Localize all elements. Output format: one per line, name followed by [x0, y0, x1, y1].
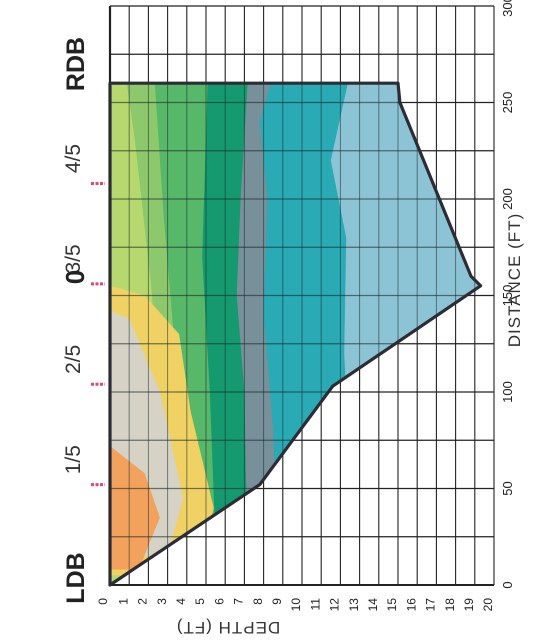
- distance-tick-0: 0: [500, 581, 515, 588]
- depth-tick-20: 20: [481, 598, 495, 612]
- depth-tick-16: 16: [404, 598, 418, 612]
- right-bank-label: RDB: [62, 37, 90, 91]
- depth-tick-13: 13: [347, 598, 361, 612]
- chart-title: 0: [60, 270, 90, 284]
- distance-tick-150: 150: [500, 285, 515, 307]
- depth-tick-6: 6: [212, 598, 226, 605]
- distance-tick-300: 300: [500, 0, 515, 17]
- depth-tick-8: 8: [251, 598, 265, 605]
- distance-tick-200: 200: [500, 188, 515, 210]
- distance-tick-50: 50: [500, 481, 515, 495]
- left-bank-label: LDB: [62, 552, 90, 603]
- bed-profile-outline: [108, 81, 483, 587]
- depth-tick-4: 4: [174, 598, 188, 605]
- station-label-2: 2/5: [62, 345, 85, 374]
- depth-tick-19: 19: [462, 598, 476, 612]
- distance-tick-250: 250: [500, 92, 515, 114]
- depth-tick-9: 9: [270, 598, 284, 605]
- depth-axis-label: DEPTH (FT): [176, 618, 280, 637]
- depth-tick-1: 1: [116, 598, 130, 605]
- depth-tick-5: 5: [193, 598, 207, 605]
- depth-tick-14: 14: [366, 598, 380, 612]
- band-orange: [110, 446, 160, 570]
- depth-tick-0: 0: [96, 598, 110, 605]
- distance-axis-label: DISTANCE (FT): [505, 213, 524, 348]
- contour-fill: [110, 83, 481, 585]
- depth-tick-3: 3: [155, 598, 169, 605]
- depth-tick-18: 18: [443, 598, 457, 612]
- station-label-1: 1/5: [62, 445, 85, 474]
- depth-tick-17: 17: [424, 598, 438, 612]
- depth-tick-10: 10: [289, 598, 303, 612]
- depth-tick-7: 7: [232, 598, 246, 605]
- station-label-4: 4/5: [62, 144, 85, 173]
- depth-tick-2: 2: [136, 598, 150, 605]
- y-tick-labels: 1 2 3 4 5 6 7 8 9 10 11 12 13 14 15 16 17 18 19 200: [96, 598, 495, 612]
- distance-tick-100: 100: [500, 381, 515, 403]
- depth-tick-12: 12: [328, 598, 342, 612]
- depth-tick-15: 15: [385, 598, 399, 612]
- x-tick-labels: 0 50 100 150 200 250 300: [500, 0, 515, 589]
- station-label-3: 3/5: [62, 244, 85, 273]
- depth-tick-11: 11: [308, 598, 322, 611]
- station-marks: 1/5 2/5 3/5 4/5: [62, 144, 105, 487]
